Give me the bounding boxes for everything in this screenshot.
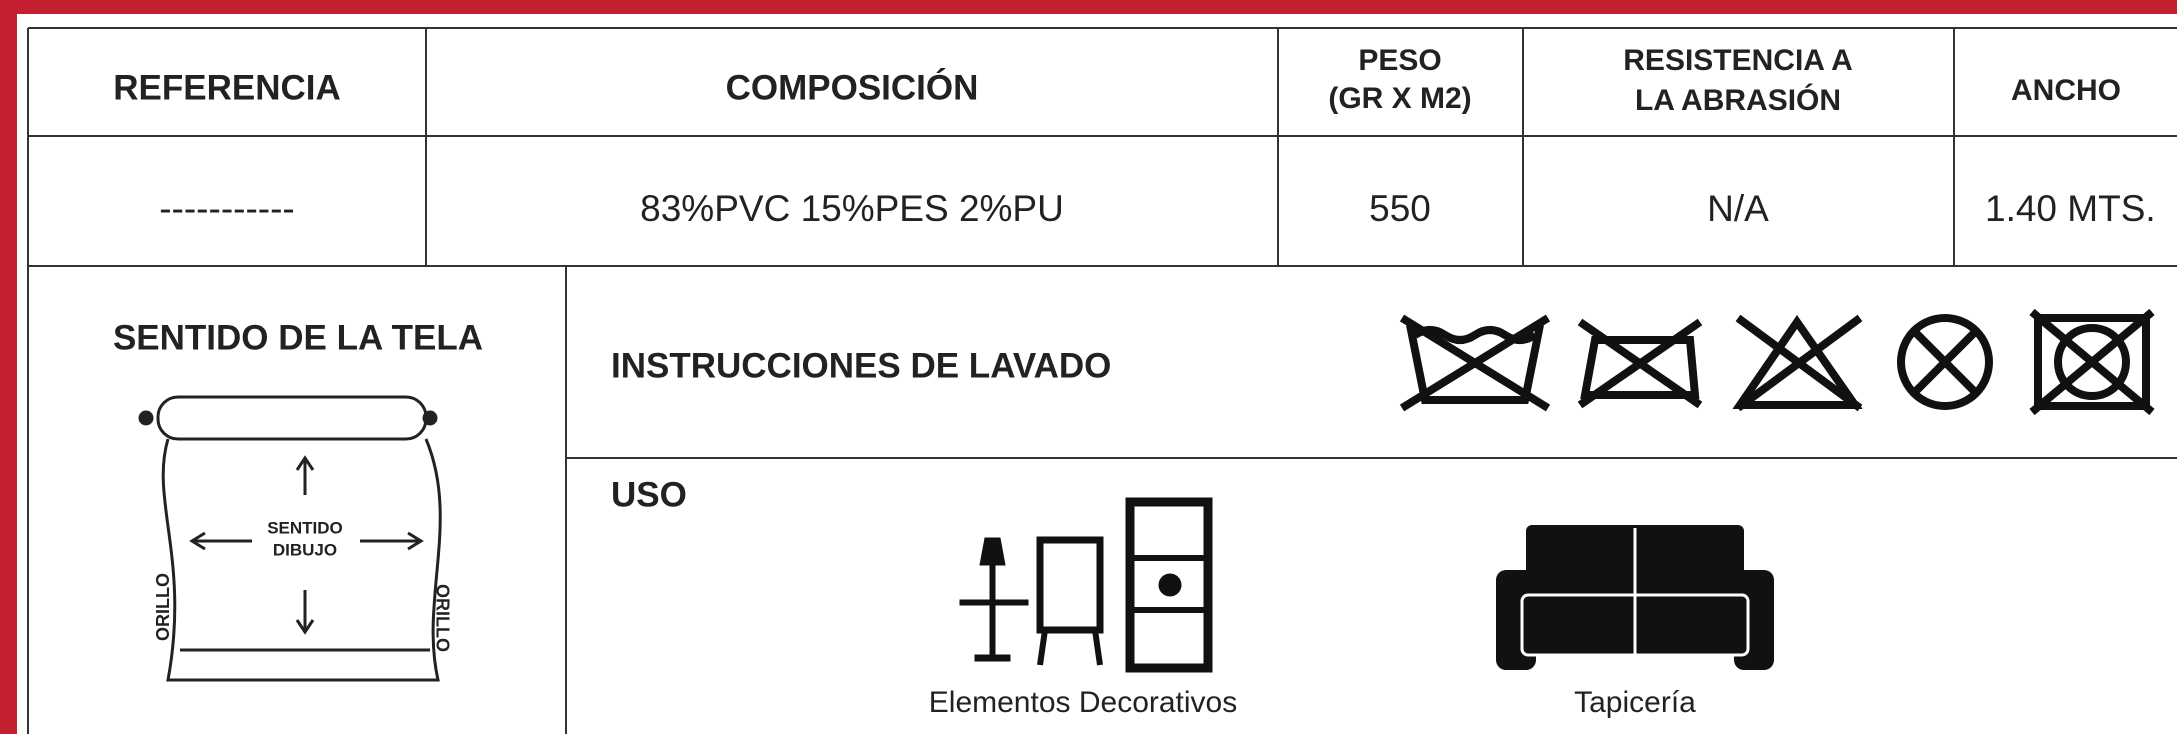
value-cell: ----------- [159,188,295,229]
usage-label: Tapicería [1574,686,1696,719]
header-cell: (GR X M2) [1328,82,1471,115]
diagram-label: ORILLO [153,573,173,641]
header-cell: PESO [1358,44,1441,77]
value-cell: N/A [1707,188,1769,229]
header-cell: LA ABRASIÓN [1635,83,1841,117]
care-icons [1399,308,2155,416]
section-title: INSTRUCCIONES DE LAVADO [611,346,1111,385]
header-cell: RESISTENCIA A [1623,44,1852,77]
diagram-label: ORILLO [432,584,452,652]
decor-icon [959,497,1213,673]
value-cell: 1.40 MTS. [1985,188,2156,229]
header-cell: COMPOSICIÓN [726,67,979,107]
header-cell: REFERENCIA [113,68,341,107]
section-title: USO [611,475,687,514]
diagram-label: DIBUJO [273,540,337,559]
diagram-label: SENTIDO [267,518,343,537]
table-lines [27,27,2177,734]
section-title: SENTIDO DE LA TELA [113,318,483,357]
header-cell: ANCHO [2011,74,2121,107]
sofa-icon [1496,525,1774,670]
usage-label: Elementos Decorativos [929,686,1237,719]
fabric-diagram [138,395,442,682]
value-cell: 83%PVC 15%PES 2%PU [640,188,1064,229]
value-cell: 550 [1369,188,1431,229]
